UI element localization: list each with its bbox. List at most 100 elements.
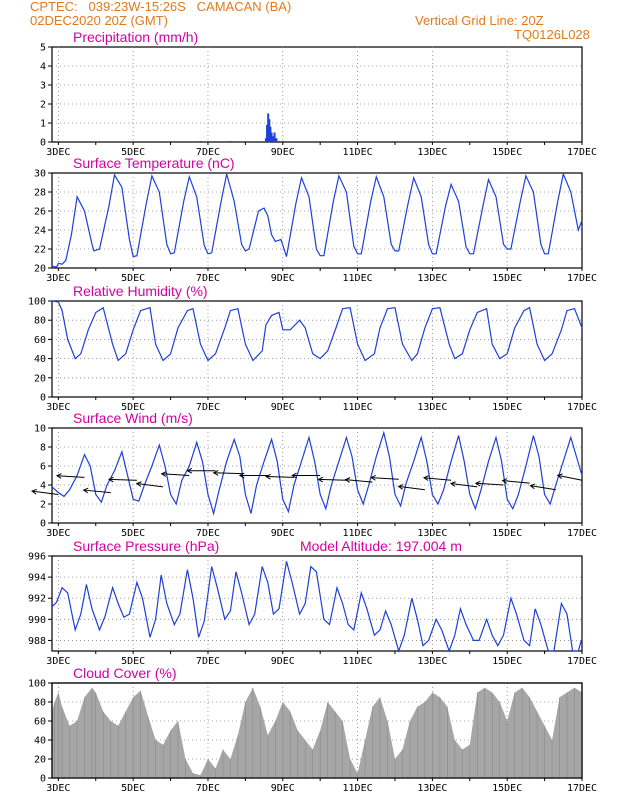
y-tick-label: 28 [34,188,46,199]
wind-arrow [423,477,452,481]
x-tick-label: 17DEC [567,147,597,158]
y-tick-label: 6 [40,462,46,473]
wind-arrowhead [370,475,376,481]
y-tick-label: 2 [40,500,46,511]
wind-arrow [530,485,556,491]
wind-arrowhead [529,483,536,490]
y-tick-label: 24 [34,226,46,237]
wind-arrow [108,478,137,481]
plot-frame-top [51,682,583,779]
x-tick-label: 17DEC [567,273,597,284]
x-tick-label: 5DEC [121,402,145,413]
wind-arrowhead [55,473,62,479]
plot-frame [51,172,583,269]
x-tick-label: 7DEC [196,273,220,284]
precip-bar [270,132,273,142]
y-tick-label: 0 [40,393,46,404]
wind-arrow [136,483,164,488]
x-tick-label: 15DEC [492,528,522,539]
y-tick-label: 8 [40,443,46,454]
wind-arrowhead [265,473,271,480]
wind-arrow [213,472,242,475]
x-tick-label: 5DEC [121,783,145,794]
wind-arrow [398,485,425,491]
wind-arrow [31,490,59,495]
wind-arrowhead [135,481,142,487]
model-altitude-label: Model Altitude: 197.004 m [300,538,462,554]
precip-bar [278,141,281,142]
x-tick-label: 7DEC [196,147,220,158]
precip-bar [267,113,270,142]
precip-bar [266,124,269,142]
x-tick-label: 3DEC [46,656,70,667]
panel-title: Precipitation (mm/h) [73,29,198,45]
x-tick-label: 11DEC [343,273,373,284]
cloud-area [52,687,582,778]
x-tick-label: 15DEC [492,402,522,413]
x-tick-label: 9DEC [271,783,295,794]
wind-arrow [83,489,111,494]
y-tick-label: 0 [40,138,46,149]
x-tick-label: 15DEC [492,656,522,667]
x-tick-label: 7DEC [196,783,220,794]
y-tick-label: 988 [28,636,46,647]
y-tick-label: 20 [34,755,46,766]
x-tick-label: 9DEC [271,528,295,539]
y-tick-label: 990 [28,615,46,626]
precip-bar [229,141,232,142]
wind-arrowhead [474,480,481,487]
header-model-code: TQ0126L028 [514,27,590,42]
series-line [51,561,583,653]
x-tick-label: 13DEC [417,402,447,413]
panel-title: Surface Temperature (nC) [73,155,235,171]
x-tick-label: 3DEC [46,147,70,158]
wind-arrowhead [344,477,351,483]
panel-1: 20 22 24 26 28 30 3DEC 5DEC 7DEC 9DEC 11DEC 13DEC 15… [34,155,597,284]
panel-3: 0 2 4 6 8 10 3DEC 5DEC 7DEC 9DEC 11DEC 13DEC 15DEC 17… [31,410,597,539]
x-tick-label: 13DEC [417,528,447,539]
panel-title: Relative Humidity (%) [73,283,208,299]
wind-arrow [318,478,347,481]
precip-bar [269,126,272,142]
x-tick-label: 11DEC [343,528,373,539]
wind-arrowhead [238,472,245,479]
x-tick-label: 11DEC [343,147,373,158]
y-tick-label: 4 [40,481,46,492]
wind-arrowhead [107,476,114,483]
x-tick-label: 5DEC [121,528,145,539]
x-tick-label: 3DEC [46,528,70,539]
wind-arrowhead [449,481,456,487]
y-tick-label: 40 [34,736,46,747]
x-tick-label: 9DEC [271,273,295,284]
wind-arrow [475,482,504,486]
x-tick-label: 5DEC [121,656,145,667]
header-station: CPTEC: 039:23W-15:26S CAMACAN (BA) [30,0,292,14]
panel-title: Cloud Cover (%) [73,665,176,681]
y-tick-label: 996 [28,552,46,563]
wind-arrowhead [82,487,89,494]
x-tick-label: 17DEC [567,783,597,794]
precip-bar [281,141,284,142]
panel-title: Surface Pressure (hPa) [73,538,219,554]
y-tick-label: 26 [34,207,46,218]
precip-bar [94,141,97,142]
y-tick-label: 60 [34,717,46,728]
x-tick-label: 13DEC [417,147,447,158]
y-tick-label: 30 [34,169,46,180]
wind-arrowhead [317,476,324,483]
y-tick-label: 0 [40,774,46,785]
y-tick-label: 5 [40,43,46,54]
y-tick-label: 994 [28,573,46,584]
precip-bar [273,132,276,142]
wind-arrow [56,475,85,478]
y-tick-label: 80 [34,316,46,327]
x-tick-label: 3DEC [46,402,70,413]
precip-bar [268,119,271,142]
wind-arrow [266,476,295,478]
wind-arrowhead [556,473,563,479]
series-line [51,171,583,268]
series-line [51,300,583,362]
y-tick-label: 100 [28,679,46,690]
wind-arrowhead [186,467,193,474]
